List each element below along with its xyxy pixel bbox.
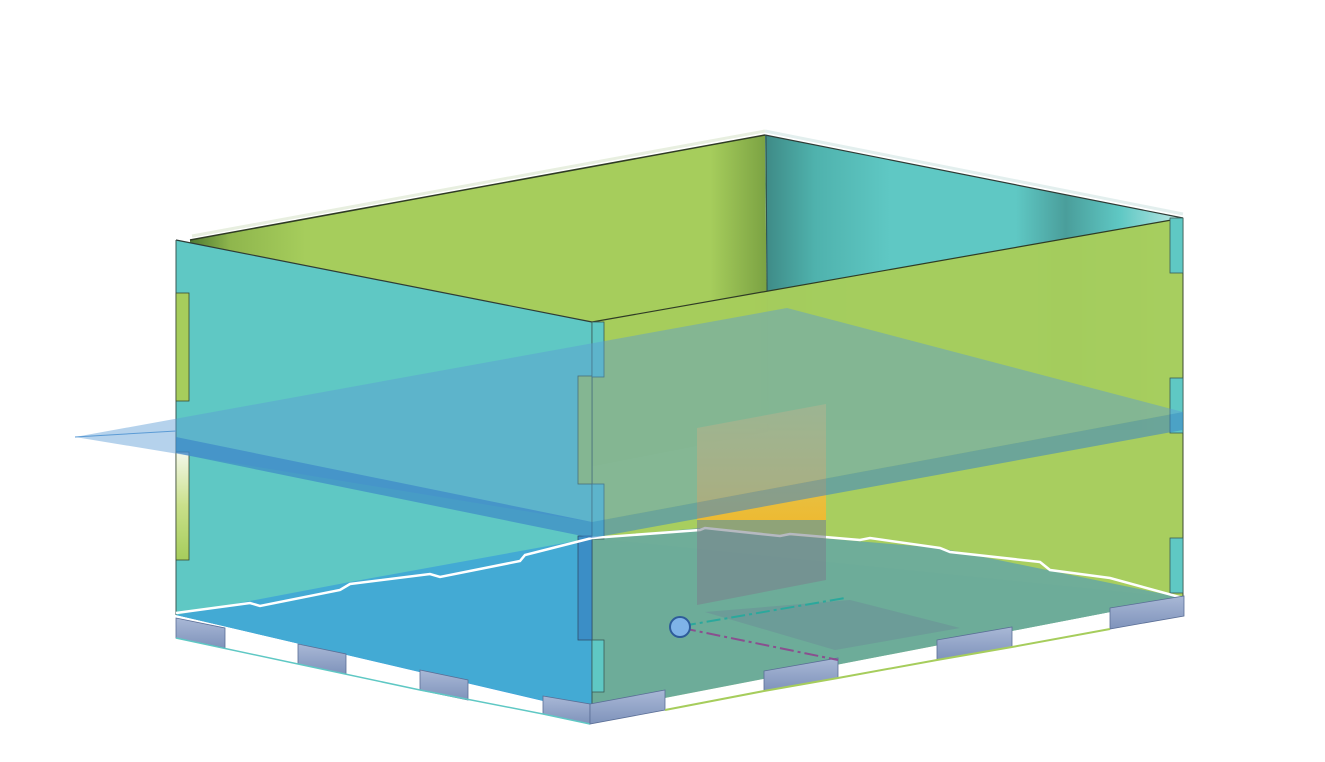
section-plane[interactable] — [74, 308, 1183, 538]
origin-point-icon[interactable] — [669, 616, 691, 638]
bottom-tabs-right — [589, 595, 1185, 725]
bottom-tabs-left — [175, 617, 591, 725]
floor-shadow — [705, 600, 960, 650]
y-axis — [681, 627, 839, 661]
x-axis — [681, 597, 846, 627]
origin-axes — [681, 597, 846, 661]
left-wall-panel[interactable] — [175, 239, 605, 712]
